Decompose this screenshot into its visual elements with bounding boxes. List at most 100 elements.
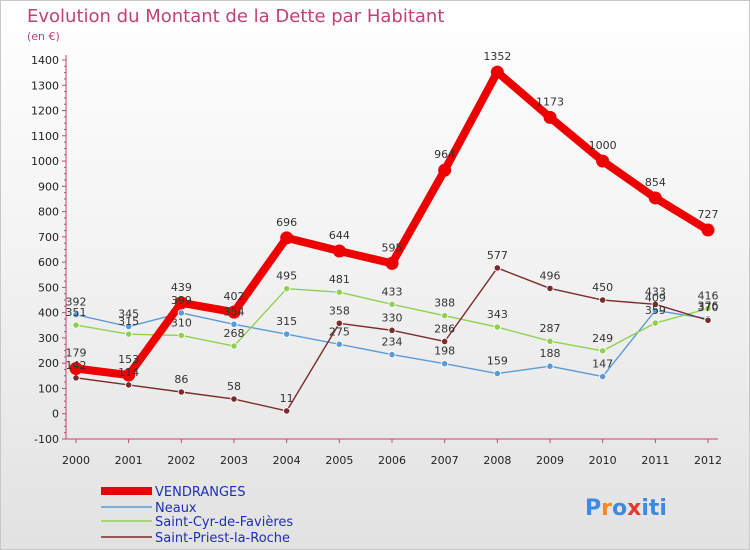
- data-point: [493, 264, 501, 272]
- data-point: [546, 337, 554, 345]
- data-label: 481: [329, 273, 350, 286]
- y-tick-label: 1100: [31, 130, 59, 143]
- data-point: [283, 407, 291, 415]
- data-point: [704, 305, 712, 313]
- x-tick-label: 2008: [483, 454, 511, 467]
- x-tick-label: 2011: [641, 454, 669, 467]
- data-label: 1352: [483, 50, 511, 63]
- data-point: [125, 322, 133, 331]
- x-tick-label: 2009: [536, 454, 564, 467]
- data-label: 577: [487, 249, 508, 262]
- data-label: 439: [171, 281, 192, 294]
- x-tick-label: 2007: [431, 454, 459, 467]
- data-label: 310: [171, 316, 192, 329]
- y-tick-label: 500: [38, 281, 59, 294]
- data-label: 376: [698, 300, 719, 313]
- data-point: [125, 330, 133, 338]
- data-label: 696: [276, 216, 297, 229]
- data-label: 433: [645, 285, 666, 298]
- data-label: 11: [280, 392, 294, 405]
- data-point: [283, 330, 291, 338]
- data-point: [230, 320, 238, 328]
- data-point: [704, 316, 712, 324]
- x-tick-label: 2003: [220, 454, 248, 467]
- legend-label-1: Neaux: [155, 501, 197, 516]
- data-label: 147: [592, 358, 613, 371]
- data-label: 315: [276, 315, 297, 328]
- data-point: [283, 285, 291, 293]
- logo-letter: i: [659, 496, 667, 521]
- data-point: [490, 65, 504, 79]
- x-tick-label: 2005: [325, 454, 353, 467]
- y-tick-label: -100: [34, 433, 59, 446]
- data-point: [72, 321, 80, 329]
- logo-letter: o: [612, 496, 627, 521]
- data-label: 188: [540, 347, 561, 360]
- data-label: 330: [382, 311, 403, 324]
- data-label: 268: [224, 327, 245, 340]
- data-point: [596, 154, 610, 168]
- data-label: 249: [592, 332, 613, 345]
- data-point: [599, 372, 607, 381]
- data-point: [177, 309, 185, 317]
- data-point: [441, 337, 449, 346]
- data-label: 159: [487, 355, 508, 368]
- y-tick-label: 1300: [31, 79, 59, 92]
- logo-letter: i: [641, 496, 649, 521]
- x-tick-label: 2010: [589, 454, 617, 467]
- data-label: 345: [118, 308, 139, 321]
- data-label: 343: [487, 308, 508, 321]
- data-label: 198: [434, 345, 455, 358]
- data-point: [335, 319, 343, 327]
- y-tick-label: 1000: [31, 155, 59, 168]
- data-label: 234: [382, 336, 403, 349]
- data-point: [174, 296, 188, 310]
- data-label: 58: [227, 380, 241, 393]
- data-label: 351: [66, 306, 87, 319]
- y-tick-label: 0: [52, 408, 59, 421]
- x-tick-label: 2000: [62, 454, 90, 467]
- data-point: [72, 311, 80, 319]
- data-label: 409: [645, 291, 666, 304]
- data-label: 114: [118, 366, 139, 379]
- data-point: [599, 296, 607, 304]
- data-point: [72, 374, 80, 382]
- logo-letter: P: [585, 496, 601, 521]
- data-point: [701, 223, 715, 237]
- data-label: 142: [66, 359, 87, 372]
- data-point: [543, 110, 557, 124]
- data-point: [332, 244, 346, 258]
- data-point: [651, 319, 659, 327]
- data-label: 727: [698, 208, 719, 221]
- data-point: [177, 331, 185, 340]
- data-point: [441, 360, 449, 368]
- data-label: 315: [118, 315, 139, 328]
- logo-letter: r: [601, 496, 612, 521]
- data-point: [230, 395, 238, 403]
- x-tick-label: 2012: [694, 454, 722, 467]
- data-label: 644: [329, 229, 350, 242]
- proxiti-logo: Proxiti: [585, 496, 667, 521]
- data-point: [388, 300, 396, 308]
- data-point: [546, 284, 554, 293]
- y-tick-label: 400: [38, 307, 59, 320]
- data-label: 854: [645, 176, 666, 189]
- data-point: [125, 381, 133, 389]
- data-label: 450: [592, 281, 613, 294]
- chart-title: Evolution du Montant de la Dette par Hab…: [27, 6, 444, 27]
- data-label: 399: [171, 294, 192, 307]
- data-point: [651, 300, 659, 308]
- data-label: 358: [329, 304, 350, 317]
- data-point: [438, 163, 452, 177]
- data-point: [388, 326, 396, 334]
- data-point: [335, 340, 343, 348]
- data-label: 153: [118, 353, 139, 366]
- data-point: [388, 351, 396, 359]
- y-tick-label: 200: [38, 357, 59, 370]
- data-point: [546, 362, 554, 370]
- data-label: 416: [698, 290, 719, 303]
- data-label: 275: [329, 325, 350, 338]
- data-label: 354: [224, 305, 245, 318]
